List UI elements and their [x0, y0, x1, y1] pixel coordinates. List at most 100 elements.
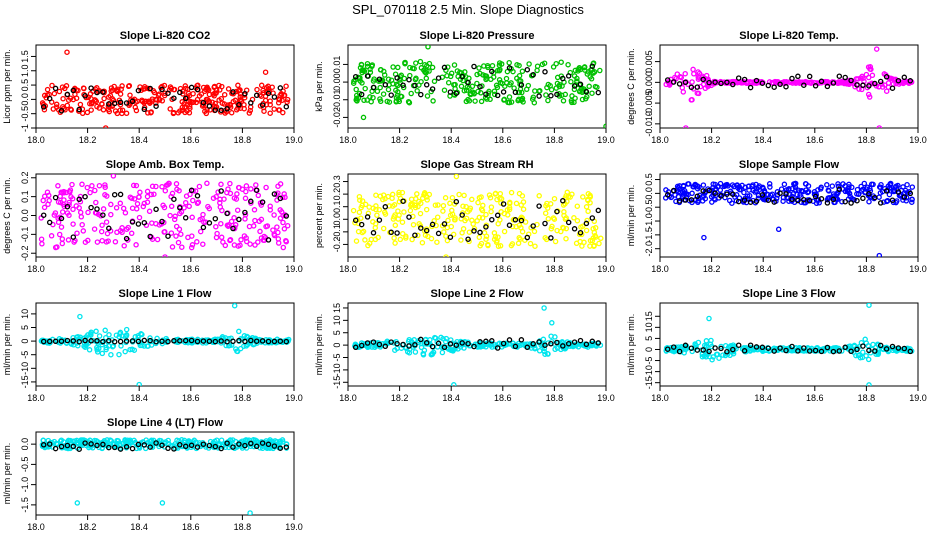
data-point — [217, 200, 223, 206]
mean-point — [901, 194, 908, 200]
data-point — [204, 180, 210, 187]
data-point — [85, 332, 91, 338]
data-point — [355, 74, 362, 81]
mean-point — [848, 77, 854, 84]
data-point — [79, 181, 85, 188]
data-point — [79, 106, 86, 112]
mean-point — [577, 81, 584, 88]
data-point — [904, 181, 910, 188]
mean-point — [218, 107, 224, 114]
plot-frame — [659, 173, 919, 258]
data-point — [128, 230, 135, 237]
data-point — [48, 233, 55, 239]
y-tick-label: -0.1 — [20, 227, 30, 243]
data-point — [215, 189, 221, 195]
data-point — [904, 190, 911, 196]
data-point — [833, 196, 840, 202]
data-point — [257, 92, 263, 98]
data-point — [353, 92, 360, 99]
data-point — [705, 82, 712, 88]
data-point — [120, 205, 127, 212]
mean-point — [70, 443, 77, 450]
data-point — [487, 96, 493, 103]
points — [662, 180, 916, 257]
data-point — [359, 80, 365, 86]
data-point — [550, 64, 557, 70]
mean-point — [753, 198, 760, 204]
y-tick-label: -0.2 — [332, 237, 342, 253]
data-point — [529, 96, 536, 102]
data-point — [179, 99, 185, 105]
data-point — [384, 98, 390, 105]
data-point — [552, 238, 559, 245]
mean-point — [765, 345, 772, 351]
outlier-point — [360, 114, 367, 121]
data-point — [106, 332, 112, 338]
y-tick-label: 10 — [20, 309, 30, 319]
data-point — [458, 83, 465, 90]
mean-point — [718, 80, 724, 87]
mean-point — [883, 346, 890, 352]
mean-point — [259, 440, 266, 446]
data-point — [382, 211, 389, 217]
data-point — [574, 217, 581, 224]
panel-1: Slope Li-820 CO2 18.0 18.2 18.4 18.6 18.8 19.0… — [2, 30, 303, 145]
data-point — [144, 193, 151, 200]
data-point — [93, 199, 99, 206]
data-point — [141, 200, 148, 207]
x-tick-label: 18.0 — [27, 264, 45, 274]
data-point — [223, 108, 230, 115]
data-point — [396, 98, 403, 105]
mean-point — [147, 444, 153, 450]
data-point — [70, 221, 76, 227]
data-point — [445, 217, 451, 224]
data-point — [736, 186, 743, 193]
x-tick-label: 18.8 — [546, 135, 564, 145]
data-point — [175, 239, 182, 246]
mean-point — [400, 82, 406, 88]
data-point — [905, 348, 911, 354]
mean-point — [783, 83, 789, 90]
data-point — [252, 217, 258, 224]
data-point — [234, 348, 240, 354]
data-point — [357, 197, 363, 203]
mean-point — [465, 340, 471, 347]
data-point — [167, 106, 173, 112]
y-tick-label: -0.005 — [644, 90, 654, 116]
data-point — [137, 189, 143, 196]
mean-point — [64, 203, 71, 210]
data-point — [798, 194, 804, 200]
mean-point — [471, 343, 477, 350]
data-point — [88, 443, 95, 450]
data-point — [474, 80, 480, 87]
data-point — [161, 204, 168, 211]
data-point — [462, 73, 469, 80]
mean-point — [52, 194, 59, 201]
data-point — [263, 184, 269, 191]
data-point — [406, 99, 413, 106]
mean-point — [877, 342, 884, 349]
data-point — [506, 59, 512, 66]
data-point — [491, 88, 498, 94]
data-point — [55, 199, 62, 205]
data-point — [399, 219, 406, 225]
mean-point — [100, 89, 106, 95]
x-tick-label: 18.2 — [79, 522, 97, 532]
mean-point — [712, 190, 718, 196]
mean-point — [506, 222, 513, 228]
mean-point — [171, 95, 177, 101]
data-point — [532, 88, 538, 94]
mean-point — [700, 76, 706, 83]
mean-point — [412, 232, 418, 238]
data-point — [571, 215, 577, 221]
data-point — [181, 205, 187, 211]
y-tick-label: -1 — [20, 124, 30, 132]
data-point — [142, 85, 148, 92]
mean-point — [129, 445, 136, 452]
data-point — [149, 220, 155, 226]
mean-point — [46, 219, 53, 226]
mean-point — [741, 76, 748, 83]
mean-point — [194, 193, 201, 199]
data-point — [409, 236, 415, 243]
data-point — [491, 230, 498, 236]
